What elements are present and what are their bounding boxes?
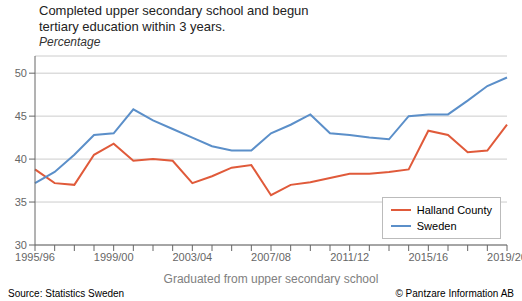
svg-text:2015/16: 2015/16 xyxy=(408,251,448,263)
html-text:Source: Statistics Sweden: Source: Statistics Sweden xyxy=(8,288,125,299)
svg-text:Graduated from upper secondary: Graduated from upper secondary school xyxy=(164,272,379,285)
html-text:tertiary education within 3 ye: tertiary education within 3 years. xyxy=(39,19,226,34)
svg-text:30: 30 xyxy=(15,239,27,251)
svg-text:1999/00: 1999/00 xyxy=(94,251,134,263)
svg-text:2011/12: 2011/12 xyxy=(330,251,369,263)
svg-text:50: 50 xyxy=(15,67,27,79)
svg-text:35: 35 xyxy=(15,196,27,208)
html-text:Percentage: Percentage xyxy=(39,35,101,49)
svg-text:45: 45 xyxy=(15,110,27,122)
html-text:© Pantzare Information AB: © Pantzare Information AB xyxy=(395,288,514,299)
svg-text:2003/04: 2003/04 xyxy=(172,251,212,263)
svg-text:40: 40 xyxy=(15,153,27,165)
svg-text:2019/20: 2019/20 xyxy=(487,251,514,263)
html-text:Completed upper secondary scho: Completed upper secondary school and beg… xyxy=(39,3,309,18)
html-text:Sweden: Sweden xyxy=(416,220,457,232)
svg-text:1995/96: 1995/96 xyxy=(15,251,55,263)
html-text:Halland County: Halland County xyxy=(416,204,492,216)
svg-text:2007/08: 2007/08 xyxy=(251,251,291,263)
